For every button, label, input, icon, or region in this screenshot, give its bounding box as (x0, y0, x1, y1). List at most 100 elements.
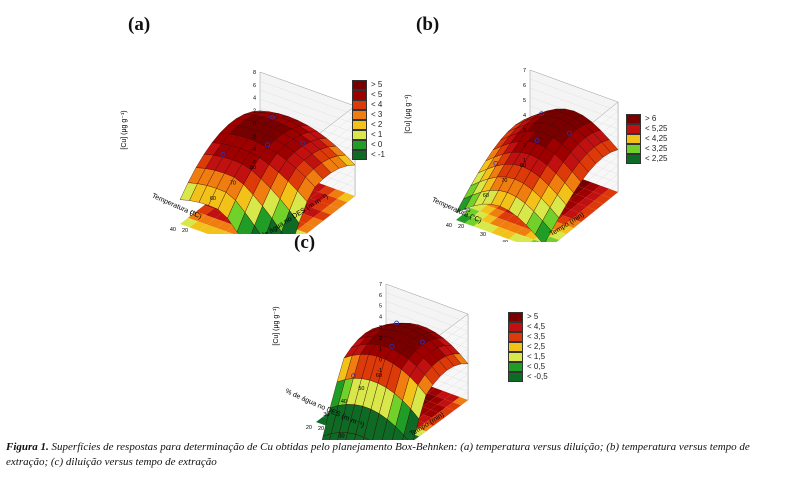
floor-cell (318, 185, 336, 196)
legend-label: < -0,5 (527, 372, 548, 381)
floor-cell (587, 200, 604, 210)
legend-swatch (626, 154, 641, 164)
floor-cell (497, 211, 514, 221)
panel-label-c: (c) (294, 232, 316, 253)
z-tick-label: 2 (379, 336, 382, 342)
x-tick-label: 70 (501, 178, 507, 184)
y-tick-label: 20 (458, 224, 464, 230)
surface-cell (372, 413, 388, 440)
x-tick-label: 40 (170, 227, 176, 233)
legend-swatch (508, 342, 523, 352)
legend-label: < 4,5 (527, 322, 546, 331)
z-tick-label: 1 (523, 158, 526, 164)
x-tick-label: 60 (210, 196, 216, 202)
figure-caption: Figura 1. Superfícies de respostas para … (6, 440, 781, 470)
x-tick-label: 60 (483, 193, 489, 199)
z-tick-label: 7 (379, 282, 382, 288)
legend-label: > 5 (527, 312, 539, 321)
legend-label: < 2,5 (527, 342, 546, 351)
y-tick-label: 20 (318, 426, 324, 432)
x-tick-label: 40 (341, 399, 347, 405)
surface-cell (280, 231, 284, 234)
legend-label: < 0,5 (527, 362, 546, 371)
floor-cell (222, 231, 234, 234)
z-axis-label-c: [Cu] (µg g⁻¹) (273, 306, 280, 345)
legend-entry: < 2,25 (626, 154, 667, 164)
surface-cell (236, 212, 255, 234)
floor-cell (216, 221, 234, 232)
legend-swatch (626, 114, 641, 124)
z-tick-label: 8 (253, 70, 256, 76)
floor-cell (556, 215, 573, 225)
floor-cell (196, 205, 214, 215)
floor-cell (421, 393, 437, 402)
floor-cell (423, 409, 439, 418)
surface-chart-b: (b) 765432180706050402030405060 [Cu] (µg… (398, 12, 658, 242)
floor-cell (473, 220, 490, 230)
legend-swatch (352, 90, 367, 100)
floor-cell (564, 218, 581, 228)
surface-b-svg: 765432180706050402030405060 [Cu] (µg g⁻¹… (405, 68, 619, 242)
floor-cell (594, 194, 611, 204)
z-tick-label: 6 (253, 83, 256, 89)
x-tick-label: 80 (250, 165, 256, 171)
floor-cell (557, 224, 574, 234)
floor-cell (570, 203, 587, 213)
legend-swatch (508, 322, 523, 332)
legend-label: < 0 (371, 140, 383, 149)
z-tick-label: 0 (253, 121, 256, 127)
floor-cell (482, 223, 499, 233)
floor-cell (579, 206, 596, 216)
data-point (394, 320, 400, 326)
floor-cell (199, 224, 217, 234)
surface-cell (534, 220, 552, 242)
floor-cell (464, 217, 481, 227)
floor-cell (585, 191, 602, 201)
z-tick-label: 4 (523, 113, 526, 119)
legend-entry: > 5 (508, 312, 548, 322)
z-tick-label: 5 (379, 304, 382, 310)
z-tick-label: 2 (523, 143, 526, 149)
data-point (265, 142, 270, 148)
legend-label: < -1 (371, 150, 386, 159)
legend-swatch (508, 362, 523, 372)
data-point (419, 339, 425, 345)
floor-cell (601, 188, 618, 198)
floor-cell (508, 233, 525, 242)
floor-cell (312, 201, 330, 212)
floor-cell (452, 397, 468, 406)
floor-cell (572, 212, 589, 222)
floor-cell (188, 211, 206, 222)
legend-entry: < 2,5 (508, 342, 548, 352)
floor-cell (437, 399, 453, 408)
legend-label: < 2 (371, 120, 383, 129)
surface-cell (321, 433, 332, 440)
floor-cell (593, 185, 610, 195)
data-point (566, 130, 572, 136)
legend-swatch (508, 352, 523, 362)
floor-cell (578, 197, 595, 207)
legend-entry: < 5 (352, 90, 385, 100)
legend-swatch (626, 144, 641, 154)
x-tick-label: 60 (376, 373, 382, 379)
z-tick-label: -4 (251, 147, 256, 153)
surface-cell (403, 408, 420, 440)
legend-swatch (508, 312, 523, 322)
surface-cell (354, 434, 365, 440)
floor-cell (563, 209, 580, 219)
floor-cell (431, 412, 447, 421)
x-tick-label: 30 (323, 412, 329, 418)
z-tick-label: 3 (379, 325, 382, 331)
floor-cell (516, 227, 533, 237)
floor-cell (313, 211, 331, 221)
legend-label: < 5,25 (645, 124, 668, 133)
floor-cell (472, 211, 489, 221)
z-axis-label-a: [Cu] (µg g⁻¹) (121, 110, 128, 149)
surface-cell (402, 434, 409, 440)
floor-cell (422, 401, 438, 410)
y-tick-label: 30 (339, 434, 345, 440)
data-point (493, 160, 499, 166)
panel-label-a: (a) (128, 14, 151, 35)
legend-label: < 3 (371, 110, 383, 119)
floor-cell (296, 214, 314, 224)
